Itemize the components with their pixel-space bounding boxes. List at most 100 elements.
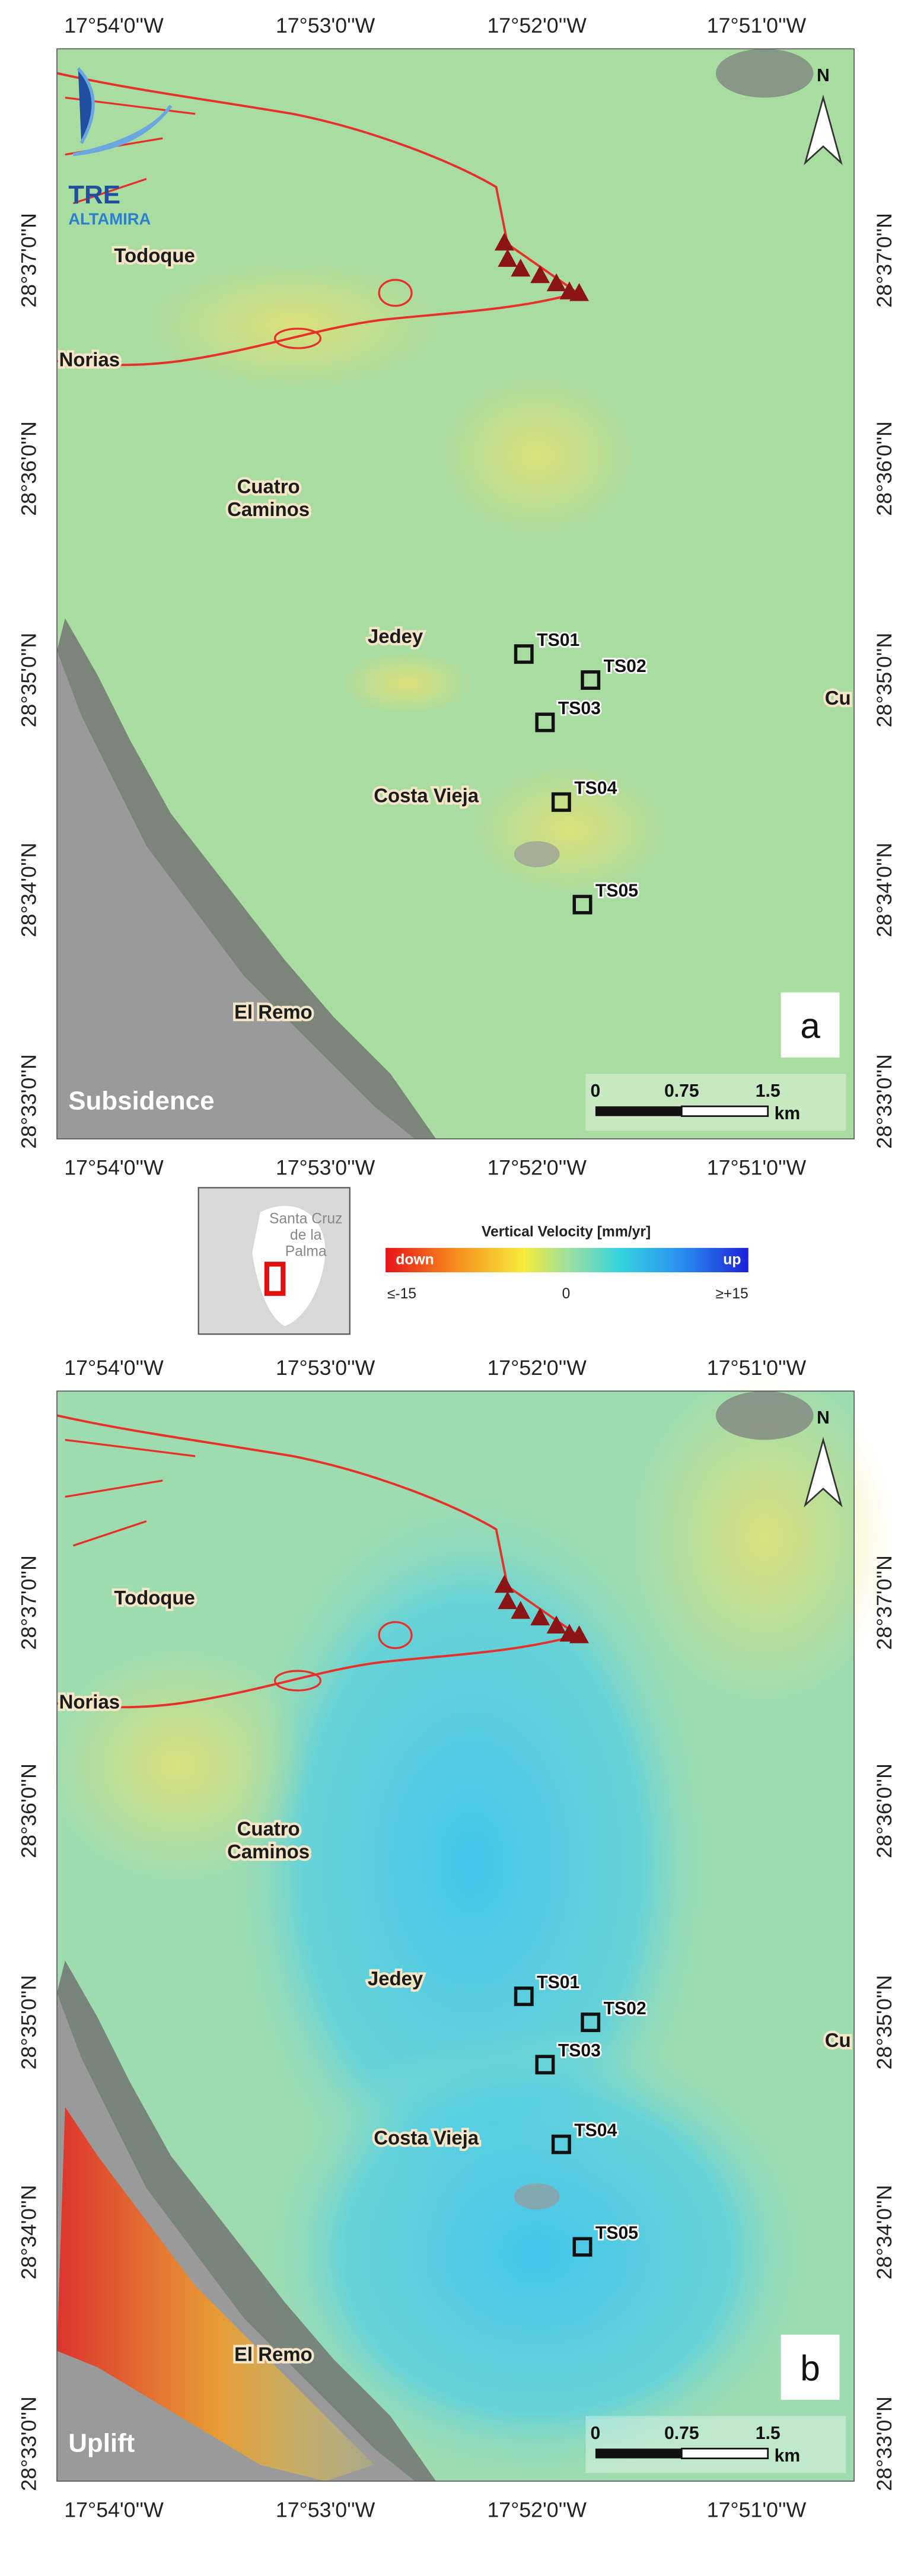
cliff-band <box>57 1960 437 2482</box>
place-name: Todoque <box>114 1587 195 1609</box>
place-name: Cu <box>825 2029 851 2051</box>
scale-bar-dark <box>595 2448 682 2459</box>
lava-flow-outline <box>378 279 413 307</box>
ts-label: TS03 <box>558 2041 601 2061</box>
vent-marker <box>546 273 566 291</box>
panel-letter: a <box>800 1005 820 1046</box>
logo-line2: ALTAMIRA <box>68 210 151 228</box>
lat-label-right: 28°37'0''N <box>872 1555 896 1650</box>
letter-box <box>781 2335 840 2400</box>
scale-label: 1.5 <box>756 1081 781 1101</box>
legend-tick: 0 <box>562 1286 571 1302</box>
logo-swoosh <box>72 67 173 157</box>
legend-tick: ≥+15 <box>715 1286 748 1302</box>
lon-label-bottom: 17°52'0''W <box>487 2498 587 2521</box>
ts-label: TS02 <box>604 1999 646 2018</box>
ts-box <box>581 670 601 690</box>
lat-label-right: 28°34'0''N <box>872 843 896 938</box>
lat-label-left: 28°33'0''N <box>17 2396 40 2491</box>
sea-area <box>57 651 415 1139</box>
place-name: Jedey <box>368 625 423 647</box>
lon-label-bottom: 17°54'0''W <box>64 1155 164 1179</box>
yellow-zone <box>439 374 635 537</box>
lat-label-left: 28°33'0''N <box>17 1054 40 1149</box>
lat-label-right: 28°33'0''N <box>872 2396 896 2491</box>
vent-marker <box>511 1601 531 1619</box>
ts-box <box>535 712 555 733</box>
legend-title: Vertical Velocity [mm/yr] <box>482 1224 651 1240</box>
place-name: Costa Vieja <box>374 2127 479 2149</box>
yellow-zone <box>342 651 472 716</box>
lon-label-bottom: 17°54'0''W <box>64 2498 164 2521</box>
place-name: El Remo <box>234 2343 313 2365</box>
lat-label-left: 28°37'0''N <box>17 213 40 308</box>
lon-label-top: 17°51'0''W <box>707 1356 807 1380</box>
lava-flow-outline <box>273 327 322 349</box>
vent-marker <box>511 259 531 277</box>
yellow-zone <box>634 1374 895 1701</box>
vent-marker <box>569 283 589 301</box>
lat-label-left: 28°35'0''N <box>17 633 40 728</box>
ts-box <box>514 1986 534 2007</box>
uplift-zone <box>260 2026 814 2482</box>
scale-bar-dark <box>595 1106 682 1116</box>
scale-bar-bg <box>585 1074 846 1131</box>
north-label: N <box>817 1408 830 1428</box>
scale-unit: km <box>775 1104 801 1123</box>
ts-label: TS04 <box>574 2121 617 2141</box>
ts-box <box>514 644 534 664</box>
ts-box <box>572 894 593 915</box>
ts-label: TS02 <box>604 657 646 676</box>
vent-marker <box>494 1575 514 1593</box>
vent-marker <box>530 265 550 284</box>
lon-label-bottom: 17°53'0''W <box>276 2498 375 2521</box>
inset-label: Palma <box>285 1244 327 1260</box>
lat-label-right: 28°35'0''N <box>872 1975 896 2070</box>
vent-marker <box>498 1591 518 1609</box>
color-bar <box>386 1247 748 1273</box>
vent-marker <box>494 233 514 251</box>
relief-shade <box>715 1391 814 1440</box>
lat-label-right: 28°37'0''N <box>872 213 896 308</box>
ts-label: TS01 <box>537 1973 579 1992</box>
lat-label-right: 28°36'0''N <box>872 1763 896 1858</box>
scale-label: 0 <box>591 1081 601 1101</box>
cliff-band <box>57 618 437 1139</box>
place-name: Cuatro <box>237 476 300 498</box>
ts-box <box>535 2055 555 2075</box>
lava-flow-outline <box>273 1670 322 1692</box>
ts-label: TS01 <box>537 631 579 650</box>
ts-box <box>551 792 571 812</box>
lon-label-bottom: 17°53'0''W <box>276 1155 375 1179</box>
lat-label-left: 28°34'0''N <box>17 843 40 938</box>
yellow-zone <box>472 765 667 895</box>
place-name: Costa Vieja <box>374 785 479 807</box>
place-name: Jedey <box>368 1967 423 1989</box>
lon-label-top: 17°53'0''W <box>276 14 375 37</box>
place-name: El Remo <box>234 1001 313 1023</box>
inset-label: Santa Cruz <box>269 1211 342 1227</box>
ts-box <box>572 2237 593 2257</box>
vent-marker <box>546 1615 566 1634</box>
yellow-zone <box>49 1651 310 1880</box>
legend-high-tag: up <box>723 1252 741 1268</box>
lon-label-top: 17°53'0''W <box>276 1356 375 1380</box>
lat-label-right: 28°34'0''N <box>872 2185 896 2280</box>
lat-label-right: 28°35'0''N <box>872 633 896 728</box>
island-shape <box>252 1206 326 1326</box>
lat-label-right: 28°33'0''N <box>872 1054 896 1149</box>
scale-label: 0 <box>591 2424 601 2443</box>
scale-bar-light <box>680 2447 769 2460</box>
panel-label: Subsidence <box>68 1087 214 1116</box>
scale-label: 0.75 <box>664 2424 699 2443</box>
lat-label-left: 28°35'0''N <box>17 1975 40 2070</box>
lon-label-bottom: 17°51'0''W <box>707 2498 807 2521</box>
ts-label: TS05 <box>595 2223 638 2243</box>
relief-shade <box>514 841 560 868</box>
lava-flow-outline <box>56 72 581 367</box>
